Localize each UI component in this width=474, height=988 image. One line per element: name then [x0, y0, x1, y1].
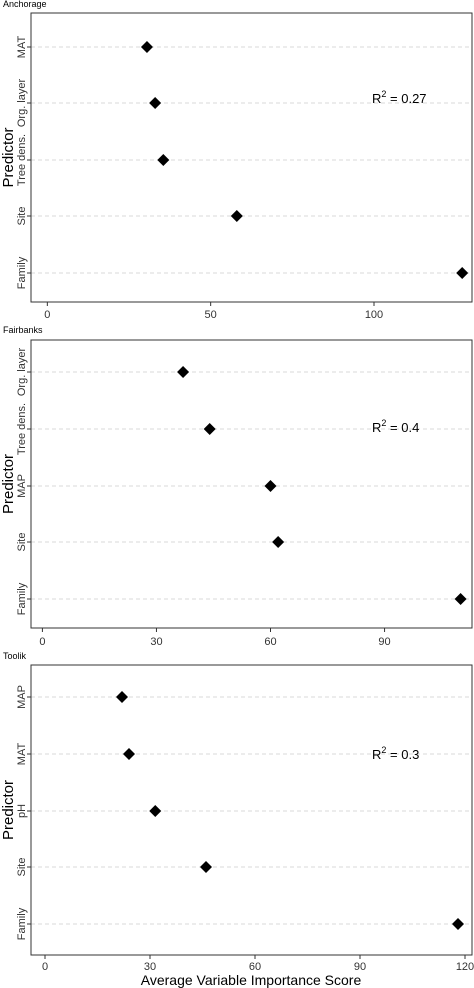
panel-border [30, 339, 473, 629]
y-tick-label: Org. layer [16, 79, 28, 128]
y-tick-label: MAP [16, 685, 28, 709]
y-tick-label: Site [16, 207, 28, 226]
data-point [149, 97, 162, 109]
data-point [203, 423, 216, 435]
data-point [272, 536, 285, 548]
data-point [264, 480, 277, 492]
data-point [177, 366, 190, 378]
y-tick-label: MAT [16, 36, 28, 59]
x-tick-label: 90 [378, 636, 390, 648]
x-tick-label: 120 [456, 961, 474, 973]
r-squared-annotation: R2 = 0.3 [372, 745, 419, 762]
data-point [200, 861, 212, 873]
y-tick-label: Site [16, 533, 28, 552]
panel-anchorage: Anchorage MAT Org. layer Tree dens. Site Fami… [0, 0, 473, 321]
y-tick-label: MAT [16, 743, 28, 766]
x-tick-label: 0 [44, 309, 50, 321]
panel-title: Anchorage [3, 0, 47, 9]
data-point [123, 748, 135, 760]
x-tick-label: 30 [144, 961, 156, 973]
y-tick-label: Family [16, 582, 28, 615]
x-tick-label: 0 [39, 636, 45, 648]
y-axis-label: Predictor [0, 454, 17, 514]
y-tick-label: Tree dens. [16, 403, 28, 455]
x-axis-label: Average Variable Importance Score [141, 972, 362, 988]
x-tick-label: 0 [42, 961, 48, 973]
x-tick-label: 60 [249, 961, 261, 973]
y-tick-label: Family [16, 907, 28, 940]
panel-border [30, 12, 473, 303]
panel-title: Fairbanks [3, 325, 43, 335]
panel-toolik: Toolik MAP MAT pH Site Family 0 30 60 90 120 R2 = 0… [0, 651, 474, 973]
data-point [149, 805, 162, 817]
y-tick-label: Org. layer [16, 348, 28, 397]
data-point [230, 210, 243, 222]
panel-border [30, 664, 473, 956]
r-squared-annotation: R2 = 0.4 [372, 418, 419, 435]
y-axis-label: Predictor [0, 127, 17, 187]
y-tick-label: pH [16, 804, 28, 818]
x-tick-label: 30 [150, 636, 162, 648]
y-axis-label: Predictor [0, 780, 17, 840]
x-tick-label: 100 [365, 309, 383, 321]
data-point [116, 691, 128, 703]
data-point [140, 41, 153, 53]
y-tick-label: Site [16, 858, 28, 877]
y-tick-label: MAP [16, 474, 28, 498]
panel-fairbanks: Fairbanks Org. layer Tree dens. MAP Site Fami… [0, 325, 473, 648]
data-point [454, 593, 467, 605]
y-tick-label: Tree dens. [16, 134, 28, 186]
data-point [456, 267, 469, 279]
x-tick-label: 60 [264, 636, 276, 648]
y-tick-label: Family [16, 256, 28, 289]
data-point [452, 918, 464, 930]
x-tick-label: 90 [354, 961, 366, 973]
panel-title: Toolik [3, 651, 27, 661]
x-tick-label: 50 [205, 309, 217, 321]
r-squared-annotation: R2 = 0.27 [372, 89, 427, 106]
data-point [157, 154, 170, 166]
